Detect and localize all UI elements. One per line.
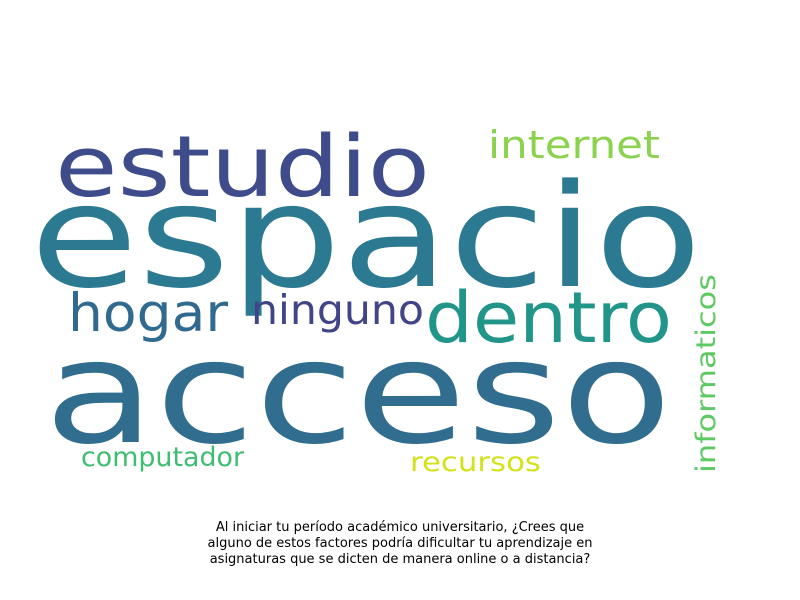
word-estudio: estudio [55, 118, 430, 217]
caption-line-1: Al iniciar tu período académico universi… [215, 520, 585, 535]
caption-line-3: asignaturas que se dicten de manera onli… [209, 552, 591, 567]
caption-line-2: alguno de estos factores podría dificult… [207, 536, 593, 551]
question-caption: Al iniciar tu período académico universi… [100, 520, 700, 568]
word-dentro: dentro [425, 277, 672, 359]
word-hogar: hogar [68, 283, 228, 344]
word-computador: computador [81, 442, 245, 473]
word-ninguno: ninguno [251, 286, 424, 334]
word-informaticos: informaticos [691, 274, 722, 473]
word-acceso: acceso [44, 309, 672, 476]
word-internet: internet [488, 123, 660, 167]
word-espacio: espacio [30, 153, 702, 320]
word-recursos: recursos [410, 447, 541, 478]
